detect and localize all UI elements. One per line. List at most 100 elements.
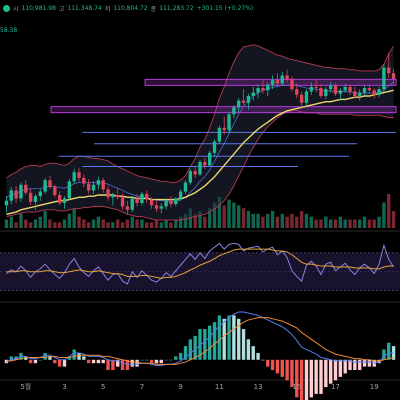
- macd-histogram-bar: [246, 339, 251, 360]
- close-label: 종: [150, 5, 157, 13]
- candle-body: [19, 184, 23, 199]
- x-axis-tick-label: 11: [215, 383, 224, 391]
- volume-bar: [358, 219, 362, 228]
- symbol-status-icon: [3, 4, 10, 12]
- macd-histogram-bar: [120, 359, 125, 371]
- ma-value-label: 58.38: [0, 27, 18, 34]
- volume-bar: [387, 194, 391, 228]
- candle-body: [222, 127, 226, 131]
- volume-bar: [53, 222, 57, 228]
- volume-bar: [62, 219, 67, 228]
- macd-histogram-bar: [285, 359, 289, 381]
- volume-bar: [38, 216, 42, 228]
- candle-body: [372, 90, 376, 95]
- volume-bar: [246, 211, 251, 228]
- volume-bar: [251, 213, 255, 228]
- macd-histogram-bar: [299, 359, 304, 400]
- macd-histogram-bar: [67, 356, 72, 360]
- candle-body: [362, 88, 367, 93]
- macd-histogram-bar: [324, 359, 328, 388]
- candle-body: [149, 199, 154, 206]
- candle-body: [53, 187, 57, 195]
- candle-body: [275, 80, 280, 84]
- candle-body: [266, 84, 270, 91]
- volume-bar: [309, 216, 314, 228]
- candle-body: [256, 88, 260, 93]
- candle-body: [353, 91, 357, 96]
- macd-histogram-bar: [362, 359, 367, 367]
- volume-bar: [72, 208, 76, 228]
- candle-body: [91, 184, 96, 191]
- macd-histogram-bar: [353, 359, 357, 371]
- volume-bar: [261, 216, 265, 228]
- candle-body: [120, 197, 125, 207]
- candle-body: [333, 85, 338, 94]
- macd-histogram-bar: [111, 359, 115, 371]
- volume-bar: [290, 213, 294, 228]
- candle-body: [295, 89, 299, 95]
- volume-bar: [353, 219, 357, 228]
- volume-bar: [24, 219, 28, 228]
- macd-histogram-bar: [266, 359, 270, 367]
- volume-bar: [91, 219, 96, 228]
- rsi-signal-line: [6, 248, 394, 279]
- x-axis-tick-label: 17: [331, 383, 340, 391]
- candle-body: [348, 86, 352, 92]
- macd-histogram-bar: [217, 315, 222, 360]
- candle-body: [207, 152, 212, 166]
- candle-body: [299, 94, 304, 103]
- high-label: 고: [58, 5, 65, 13]
- candle-body: [367, 88, 372, 91]
- volume-bar: [4, 219, 9, 228]
- macd-histogram-bar: [43, 352, 47, 360]
- volume-bar: [266, 213, 270, 228]
- volume-bar: [193, 213, 197, 228]
- macd-histogram-bar: [232, 315, 236, 360]
- horizontal-zone: [144, 78, 397, 86]
- macd-histogram-bar: [178, 352, 183, 360]
- candle-body: [188, 171, 193, 183]
- volume-bar: [328, 219, 333, 228]
- volume-bar: [86, 222, 91, 228]
- volume-bar: [82, 219, 86, 228]
- volume-bar: [77, 216, 81, 228]
- candle-body: [285, 75, 289, 79]
- candle-body: [116, 195, 120, 198]
- volume-bar: [232, 202, 236, 228]
- macd-line: [6, 311, 394, 366]
- volume-bar: [96, 216, 101, 228]
- volume-bar: [120, 222, 125, 228]
- candle-body: [57, 195, 62, 203]
- candle-body: [319, 88, 323, 96]
- macd-histogram-bar: [280, 359, 284, 377]
- volume-bar: [324, 216, 328, 228]
- candle-body: [183, 182, 188, 192]
- macd-histogram-bar: [270, 359, 275, 371]
- volume-bar: [125, 219, 130, 228]
- volume-bar: [256, 213, 260, 228]
- volume-bar: [227, 199, 231, 228]
- macd-histogram-bar: [14, 356, 18, 360]
- bollinger-lower-line: [6, 110, 394, 221]
- candle-body: [174, 198, 178, 205]
- macd-histogram-bar: [227, 315, 231, 360]
- candle-body: [232, 107, 236, 115]
- volume-bar: [130, 216, 134, 228]
- volume-bar: [343, 219, 347, 228]
- macd-signal-line: [6, 317, 394, 365]
- candle-body: [154, 205, 159, 209]
- candle-body: [4, 200, 9, 206]
- x-axis-tick-label: 5월: [20, 382, 31, 391]
- macd-histogram-bar: [62, 359, 67, 367]
- candle-body: [82, 177, 86, 184]
- macd-histogram-bar: [53, 359, 57, 364]
- volume-bar: [159, 222, 163, 228]
- macd-histogram-bar: [251, 346, 255, 360]
- candle-body: [328, 85, 333, 90]
- candle-body: [343, 86, 347, 91]
- x-axis-tick-label: 9: [178, 383, 182, 391]
- candle-body: [212, 141, 217, 153]
- volume-bar: [241, 208, 246, 228]
- candle-body: [140, 193, 144, 203]
